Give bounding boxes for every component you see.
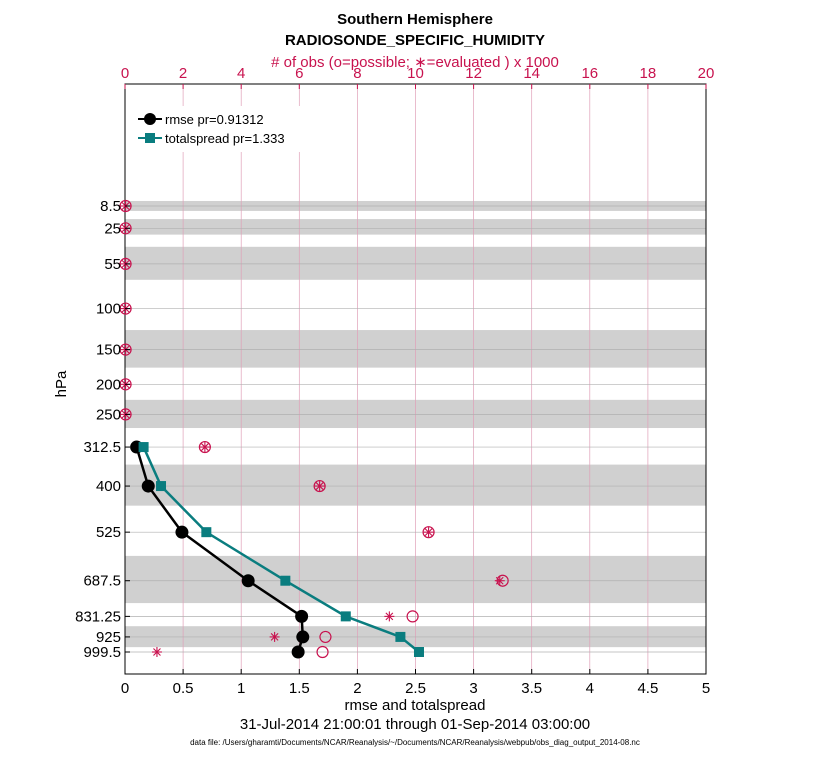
top-tick-label-9: 18 xyxy=(640,65,657,82)
top-tick-label-3: 6 xyxy=(295,65,303,82)
x-tick-label-0: 0 xyxy=(121,680,129,697)
legend-spread-marker xyxy=(145,133,155,143)
obs-possible-2 xyxy=(119,257,132,271)
top-tick-label-5: 10 xyxy=(407,65,424,82)
y-tick-label-9: 525 xyxy=(96,524,121,541)
legend-rmse-label: rmse pr=0.91312 xyxy=(165,112,264,127)
obs-possible-3 xyxy=(119,302,132,315)
chart-subtitle: RADIOSONDE_SPECIFIC_HUMIDITY xyxy=(285,32,545,49)
data-file-footer: data file: /Users/gharamti/Documents/NCA… xyxy=(190,738,640,747)
top-tick-label-2: 4 xyxy=(237,65,245,82)
obs-evaluated-11 xyxy=(384,611,395,622)
series-1-point-2 xyxy=(201,527,212,538)
y-tick-label-8: 400 xyxy=(96,478,121,495)
top-tick-label-7: 14 xyxy=(523,65,540,82)
x-tick-label-7: 3.5 xyxy=(521,680,542,697)
y-tick-label-13: 999.5 xyxy=(83,644,121,661)
series-0-point-6 xyxy=(291,645,305,659)
top-tick-label-1: 2 xyxy=(179,65,187,82)
x-tick-label-10: 5 xyxy=(702,680,710,697)
top-tick-label-0: 0 xyxy=(121,65,129,82)
obs-evaluated-13-stroke-3 xyxy=(153,648,161,656)
series-1-point-3 xyxy=(280,575,291,586)
obs-evaluated-10-stroke-3 xyxy=(495,576,504,585)
obs-evaluated-7 xyxy=(199,442,210,453)
y-axis-label: hPa xyxy=(53,370,70,397)
series-1-point-1 xyxy=(156,481,167,492)
top-tick-label-10: 20 xyxy=(698,65,715,82)
x-tick-label-2: 1 xyxy=(237,680,245,697)
obs-possible-1 xyxy=(119,222,132,235)
obs-possible-7 xyxy=(198,440,211,454)
legend-spread-label: totalspread pr=1.333 xyxy=(165,131,285,146)
series-0-point-5 xyxy=(296,630,310,644)
x-tick-label-4: 2 xyxy=(353,680,361,697)
obs-evaluated-10 xyxy=(494,575,505,586)
x-tick-label-1: 0.5 xyxy=(173,680,194,697)
obs-evaluated-8 xyxy=(314,481,325,492)
top-tick-label-4: 8 xyxy=(353,65,361,82)
x-tick-label-5: 2.5 xyxy=(405,680,426,697)
y-tick-label-4: 150 xyxy=(96,342,121,359)
obs-possible-13 xyxy=(316,645,329,659)
series-0-point-4 xyxy=(295,609,309,623)
series-1-point-4 xyxy=(340,611,351,622)
obs-evaluated-13 xyxy=(151,647,162,657)
axes-layer: 0 0.5 1 1.5 2 2.5 3 3.5 4 4.5 5 0 2 4 6 8 10 12 14 16 18 20 8.… xyxy=(75,65,714,697)
series-layer xyxy=(130,440,424,659)
obs-evaluated-12 xyxy=(269,631,280,642)
series-1-point-5 xyxy=(395,631,406,642)
obs-possible-6 xyxy=(119,408,132,421)
legend: rmse pr=0.91312 totalspread pr=1.333 xyxy=(131,106,309,152)
top-tick-label-6: 12 xyxy=(465,65,482,82)
obs-evaluated-7-stroke-3 xyxy=(200,443,209,451)
y-tick-label-1: 25 xyxy=(104,220,121,237)
x-axis-label: rmse and totalspread xyxy=(345,697,486,714)
series-1-point-6 xyxy=(413,647,424,657)
obs-possible-11 xyxy=(406,610,419,623)
obs-evaluated-9-stroke-3 xyxy=(424,528,433,537)
series-0-point-2 xyxy=(175,525,189,539)
date-range: 31-Jul-2014 21:00:01 through 01-Sep-2014… xyxy=(240,716,590,733)
obs-evaluated-8-stroke-3 xyxy=(315,482,324,490)
obs-possible-4 xyxy=(119,343,132,356)
legend-rmse-marker xyxy=(144,113,156,125)
x-tick-label-9: 4.5 xyxy=(637,680,658,697)
top-tick-label-8: 16 xyxy=(581,65,598,82)
obs-evaluated-12-stroke-3 xyxy=(270,633,279,641)
obs-evaluated-11-stroke-3 xyxy=(385,612,394,621)
y-tick-label-7: 312.5 xyxy=(83,439,121,456)
obs-possible-8 xyxy=(313,479,326,493)
series-0-point-1 xyxy=(141,479,155,493)
y-tick-label-3: 100 xyxy=(96,301,121,318)
obs-possible-12 xyxy=(319,630,332,644)
obs-evaluated-9 xyxy=(423,527,434,538)
top-axis-label: # of obs (o=possible; ∗=evaluated ) x 10… xyxy=(271,54,559,71)
obs-possible-9 xyxy=(422,526,435,539)
x-tick-label-3: 1.5 xyxy=(289,680,310,697)
series-1-point-0 xyxy=(138,442,149,453)
y-tick-label-6: 250 xyxy=(96,406,121,423)
chart-title: Southern Hemisphere xyxy=(337,11,493,28)
x-tick-label-8: 4 xyxy=(586,680,594,697)
legend-box xyxy=(131,106,309,152)
obs-possible-0 xyxy=(119,199,132,213)
obs-possible-5 xyxy=(119,378,132,391)
y-tick-label-0: 8.5 xyxy=(100,198,121,215)
series-0-point-3 xyxy=(241,574,255,588)
y-tick-label-12: 925 xyxy=(96,629,121,646)
x-tick-label-6: 3 xyxy=(469,680,477,697)
y-tick-label-10: 687.5 xyxy=(83,573,121,590)
y-tick-label-5: 200 xyxy=(96,376,121,393)
y-tick-label-2: 55 xyxy=(104,256,121,273)
y-tick-label-11: 831.25 xyxy=(75,608,121,625)
